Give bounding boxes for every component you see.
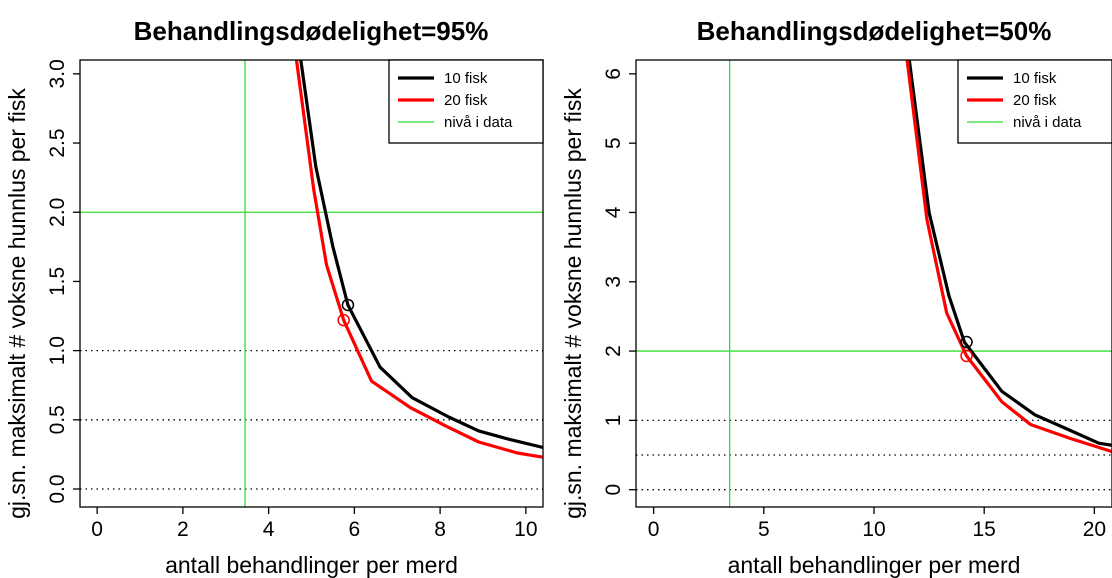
y-tick-label: 3.0: [46, 59, 69, 88]
chart-panel-2: 0 5 10 15 20 0 1 2 3 4 5 6 Behandlingsdødelighet=50%…: [560, 16, 1112, 578]
y-tick-label: 1: [602, 415, 625, 427]
chart-panel-1: 0 2 4 6 8 10 0.0 0.5 1.0 1.5 2.0 2.5 3.0 Behandlingsd…: [4, 16, 544, 578]
y-tick-label: 2: [602, 345, 625, 357]
x-tick-label: 10: [514, 518, 537, 541]
y-axis-label: gj.sn. maksimalt # voksne hunnlus per fi…: [560, 88, 586, 519]
chart-title: Behandlingsdødelighet=95%: [134, 16, 489, 46]
x-tick-label: 6: [349, 518, 361, 541]
marker-point-1: [960, 335, 973, 349]
marker-point-2: [337, 313, 350, 327]
y-tick-label: 0.0: [46, 474, 69, 503]
y-axis-label: gj.sn. maksimalt # voksne hunnlus per fi…: [4, 88, 30, 519]
series-line-2: [905, 60, 1112, 454]
x-tick-label: 4: [263, 518, 275, 541]
legend-label-2: 20 fisk: [444, 92, 488, 109]
plot-area: [636, 60, 1112, 507]
x-tick-label: 20: [1083, 518, 1106, 541]
y-tick-label: 0: [602, 484, 625, 496]
legend-label-2: 20 fisk: [1013, 92, 1057, 109]
y-tick-label: 1.0: [46, 336, 69, 365]
y-tick-label: 2.0: [46, 198, 69, 227]
series-line-1: [907, 60, 1112, 447]
y-tick-label: 0.5: [46, 405, 69, 434]
x-tick-label: 10: [862, 518, 885, 541]
legend: 10 fisk 20 fisk nivå i data: [388, 59, 544, 144]
x-tick-label: 0: [648, 518, 660, 541]
x-axis-label: antall behandlinger per merd: [728, 552, 1021, 578]
y-tick-label: 4: [602, 206, 625, 218]
marker-point-1: [341, 298, 355, 312]
y-tick-label: 2.5: [46, 128, 69, 157]
legend: 10 fisk 20 fisk nivå i data: [957, 59, 1112, 144]
x-tick-label: 2: [177, 518, 189, 541]
legend-label-3: nivå i data: [444, 114, 513, 131]
legend-label-3: nivå i data: [1013, 114, 1082, 131]
plot-frame: [79, 59, 544, 508]
x-tick-label: 15: [973, 518, 996, 541]
x-axis-label: antall behandlinger per merd: [165, 552, 458, 578]
chart-title: Behandlingsdødelighet=50%: [697, 16, 1052, 46]
y-tick-label: 5: [602, 137, 625, 149]
plot-area: [80, 60, 543, 507]
y-tick-label: 3: [602, 276, 625, 288]
y-tick-label: 6: [602, 68, 625, 80]
x-tick-label: 0: [91, 518, 103, 541]
series-line-1: [299, 60, 543, 450]
series-line-2: [294, 60, 543, 459]
legend-label-1: 10 fisk: [444, 70, 488, 87]
y-tick-label: 1.5: [46, 267, 69, 296]
x-tick-label: 5: [758, 518, 770, 541]
x-tick-label: 8: [434, 518, 446, 541]
legend-label-1: 10 fisk: [1013, 70, 1057, 87]
marker-point-2: [960, 349, 973, 363]
